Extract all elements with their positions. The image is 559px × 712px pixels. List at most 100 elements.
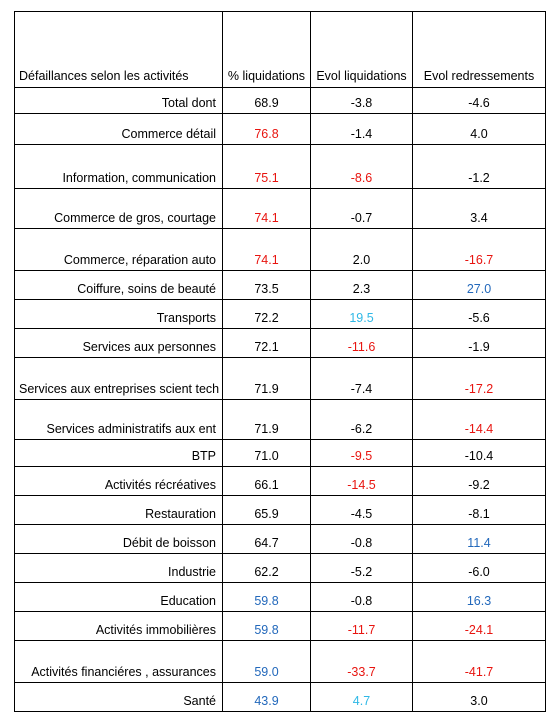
evol-redressements-cell: -8.1 bbox=[412, 495, 546, 525]
evol-redressements-cell: -1.9 bbox=[412, 328, 546, 358]
activity-cell: BTP bbox=[14, 439, 223, 467]
pct-liquidations-cell: 64.7 bbox=[222, 524, 311, 554]
evol-liquidations-cell: 4.7 bbox=[310, 682, 413, 712]
table-row: Education 59.8 -0.8 16.3 bbox=[14, 582, 546, 612]
table-row: Commerce de gros, courtage 74.1 -0.7 3.4 bbox=[14, 188, 546, 229]
activity-cell: Services aux personnes bbox=[14, 328, 223, 358]
activity-cell: Activités financiéres , assurances bbox=[14, 640, 223, 683]
evol-redressements-cell: -24.1 bbox=[412, 611, 546, 641]
evol-liquidations-cell: -0.8 bbox=[310, 582, 413, 612]
table-row: Services administratifs aux ent 71.9 -6.2-… bbox=[14, 399, 546, 440]
table-row: Activités immobilières 59.8 -11.7 -24.1 bbox=[14, 611, 546, 641]
header-pct-liquidations: % liquidations bbox=[222, 11, 311, 88]
pct-liquidations-cell: 76.8 bbox=[222, 113, 311, 145]
evol-liquidations-cell: -11.7 bbox=[310, 611, 413, 641]
pct-liquidations-cell: 74.1 bbox=[222, 228, 311, 271]
pct-liquidations-cell: 59.8 bbox=[222, 582, 311, 612]
evol-liquidations-cell: -7.4 bbox=[310, 357, 413, 400]
activity-cell: Santé bbox=[14, 682, 223, 712]
pct-liquidations-cell: 68.9 bbox=[222, 87, 311, 114]
pct-liquidations-cell: 72.1 bbox=[222, 328, 311, 358]
defaillances-table: Défaillances selon les activités % liqui… bbox=[14, 11, 546, 712]
header-row: Défaillances selon les activités % liqui… bbox=[14, 11, 546, 88]
pct-liquidations-cell: 62.2 bbox=[222, 553, 311, 583]
evol-liquidations-cell: -14.5 bbox=[310, 466, 413, 496]
table-row: Commerce détail 76.8 -1.4 4.0 bbox=[14, 113, 546, 145]
pct-liquidations-cell: 75.1 bbox=[222, 144, 311, 189]
activity-cell: Education bbox=[14, 582, 223, 612]
evol-redressements-cell: -17.2 bbox=[412, 357, 546, 400]
evol-liquidations-cell: -9.5 bbox=[310, 439, 413, 467]
evol-redressements-cell: 27.0 bbox=[412, 270, 546, 300]
table-row: Industrie 62.2 -5.2 -6.0 bbox=[14, 553, 546, 583]
header-evol-liquidations: Evol liquidations bbox=[310, 11, 413, 88]
evol-redressements-cell: -41.7 bbox=[412, 640, 546, 683]
table-row: Commerce, réparation auto 74.1 2.0 -16.7 bbox=[14, 228, 546, 271]
table-row: Coiffure, soins de beauté 73.5 2.3 27.0 bbox=[14, 270, 546, 300]
evol-liquidations-cell: -5.2 bbox=[310, 553, 413, 583]
evol-liquidations-cell: -1.4 bbox=[310, 113, 413, 145]
evol-liquidations-cell: -6.2 bbox=[310, 399, 413, 440]
evol-redressements-cell: -10.4 bbox=[412, 439, 546, 467]
table-row: Débit de boisson 64.7 -0.8 11.4 bbox=[14, 524, 546, 554]
activity-cell: Commerce de gros, courtage bbox=[14, 188, 223, 229]
evol-liquidations-cell: 19.5 bbox=[310, 299, 413, 329]
evol-redressements-cell: 4.0 bbox=[412, 113, 546, 145]
table-row: Services aux entreprises scient tech 71.9… bbox=[14, 357, 546, 400]
activity-cell: Coiffure, soins de beauté bbox=[14, 270, 223, 300]
evol-liquidations-cell: -8.6 bbox=[310, 144, 413, 189]
evol-liquidations-cell: 2.0 bbox=[310, 228, 413, 271]
evol-liquidations-cell: 2.3 bbox=[310, 270, 413, 300]
pct-liquidations-cell: 65.9 bbox=[222, 495, 311, 525]
table-row: BTP 71.0 -9.5 -10.4 bbox=[14, 439, 546, 467]
pct-liquidations-cell: 71.9 bbox=[222, 399, 311, 440]
table-row: Total dont 68.9 -3.8 -4.6 bbox=[14, 87, 546, 114]
table-row: Services aux personnes 72.1 -11.6 -1.9 bbox=[14, 328, 546, 358]
pct-liquidations-cell: 71.0 bbox=[222, 439, 311, 467]
activity-cell: Industrie bbox=[14, 553, 223, 583]
pct-liquidations-cell: 59.0 bbox=[222, 640, 311, 683]
activity-cell: Débit de boisson bbox=[14, 524, 223, 554]
evol-liquidations-cell: -0.7 bbox=[310, 188, 413, 229]
evol-redressements-cell: -4.6 bbox=[412, 87, 546, 114]
pct-liquidations-cell: 74.1 bbox=[222, 188, 311, 229]
evol-liquidations-cell: -33.7 bbox=[310, 640, 413, 683]
activity-cell: Activités immobilières bbox=[14, 611, 223, 641]
pct-liquidations-cell: 43.9 bbox=[222, 682, 311, 712]
activity-cell: Transports bbox=[14, 299, 223, 329]
evol-redressements-cell: -16.7 bbox=[412, 228, 546, 271]
table-row: Activités récréatives 66.1 -14.5 -9.2 bbox=[14, 466, 546, 496]
table-row: Activités financiéres , assurances 59.0 -3… bbox=[14, 640, 546, 683]
activity-cell: Activités récréatives bbox=[14, 466, 223, 496]
evol-redressements-cell: 11.4 bbox=[412, 524, 546, 554]
pct-liquidations-cell: 59.8 bbox=[222, 611, 311, 641]
table-row: Information, communication 75.1 -8.6 -1.2 bbox=[14, 144, 546, 189]
activity-cell: Commerce, réparation auto bbox=[14, 228, 223, 271]
evol-redressements-cell: 3.0 bbox=[412, 682, 546, 712]
activity-cell: Total dont bbox=[14, 87, 223, 114]
activity-cell: Services administratifs aux ent bbox=[14, 399, 223, 440]
evol-liquidations-cell: -0.8 bbox=[310, 524, 413, 554]
header-activity: Défaillances selon les activités bbox=[14, 11, 223, 88]
pct-liquidations-cell: 66.1 bbox=[222, 466, 311, 496]
evol-redressements-cell: -14.4 bbox=[412, 399, 546, 440]
table-row: Restauration 65.9 -4.5 -8.1 bbox=[14, 495, 546, 525]
table-row: Transports 72.2 19.5 -5.6 bbox=[14, 299, 546, 329]
pct-liquidations-cell: 73.5 bbox=[222, 270, 311, 300]
evol-liquidations-cell: -4.5 bbox=[310, 495, 413, 525]
pct-liquidations-cell: 71.9 bbox=[222, 357, 311, 400]
pct-liquidations-cell: 72.2 bbox=[222, 299, 311, 329]
evol-liquidations-cell: -11.6 bbox=[310, 328, 413, 358]
evol-redressements-cell: -9.2 bbox=[412, 466, 546, 496]
evol-liquidations-cell: -3.8 bbox=[310, 87, 413, 114]
activity-cell: Restauration bbox=[14, 495, 223, 525]
activity-cell: Commerce détail bbox=[14, 113, 223, 145]
evol-redressements-cell: -1.2 bbox=[412, 144, 546, 189]
evol-redressements-cell: -6.0 bbox=[412, 553, 546, 583]
evol-redressements-cell: 16.3 bbox=[412, 582, 546, 612]
evol-redressements-cell: 3.4 bbox=[412, 188, 546, 229]
evol-redressements-cell: -5.6 bbox=[412, 299, 546, 329]
table-row: Santé 43.9 4.7 3.0 bbox=[14, 682, 546, 712]
activity-cell: Services aux entreprises scient tech bbox=[14, 357, 223, 400]
header-evol-redressements: Evol redressements bbox=[412, 11, 546, 88]
